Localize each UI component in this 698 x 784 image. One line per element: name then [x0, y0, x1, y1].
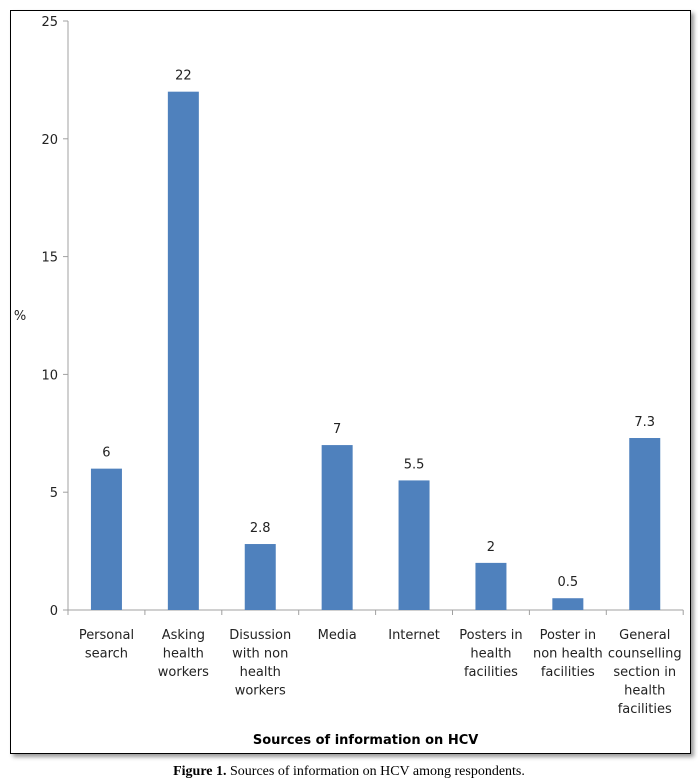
- x-tick-label: with non: [232, 647, 288, 662]
- data-label: 2.8: [250, 521, 271, 536]
- y-tick-label: 15: [41, 251, 58, 266]
- bar-chart: 0 5 10 15 20 25 6 Personal search 22 Asking health w…: [14, 15, 684, 748]
- x-tick-label: Disussion: [229, 628, 291, 643]
- x-tick-label: search: [85, 647, 128, 662]
- chart-frame: [10, 10, 691, 754]
- data-label: 2: [487, 540, 495, 555]
- x-tick-label: counselling: [608, 647, 682, 662]
- y-tick-label: 0: [50, 604, 58, 619]
- x-tick-label: health: [163, 647, 204, 662]
- data-label: 7.3: [634, 415, 655, 430]
- x-tick-label: non health: [533, 647, 603, 662]
- bar: [244, 544, 276, 610]
- x-tick-label: Asking: [162, 628, 205, 643]
- caption-label: Figure 1.: [173, 764, 227, 779]
- y-tick-label: 20: [41, 133, 58, 148]
- y-tick-label: 5: [50, 486, 58, 501]
- bar: [167, 91, 199, 611]
- x-tick-label: Posters in: [459, 628, 522, 643]
- bar: [398, 480, 430, 610]
- y-tick-label: 25: [41, 15, 58, 30]
- y-tick-label: 10: [41, 368, 58, 383]
- caption-text: Sources of information on HCV among resp…: [226, 764, 525, 779]
- figure-caption: Figure 1. Sources of information on HCV …: [0, 764, 698, 780]
- x-tick-label: Internet: [388, 628, 440, 643]
- x-tick-label: health: [624, 684, 665, 699]
- bar: [321, 445, 353, 610]
- x-tick-label: facilities: [618, 702, 672, 717]
- x-tick-label: workers: [158, 665, 209, 680]
- data-label: 6: [102, 446, 110, 461]
- x-tick-label: facilities: [464, 665, 518, 680]
- bar: [475, 562, 507, 610]
- x-tick-label: facilities: [541, 665, 595, 680]
- data-label: 7: [333, 422, 341, 437]
- data-label: 22: [175, 69, 192, 84]
- x-tick-label: Poster in: [540, 628, 597, 643]
- x-tick-label: General: [619, 628, 670, 643]
- y-axis-title: %: [14, 309, 26, 324]
- bar: [90, 468, 122, 610]
- data-label: 0.5: [558, 575, 579, 590]
- x-tick-label: workers: [235, 684, 286, 699]
- x-axis-title: Sources of information on HCV: [253, 733, 478, 748]
- x-tick-label: health: [240, 665, 281, 680]
- data-label: 5.5: [404, 457, 425, 472]
- x-tick-label: section in: [613, 665, 676, 680]
- x-tick-label: Personal: [79, 628, 134, 643]
- bar: [552, 598, 584, 610]
- x-tick-label: Media: [318, 628, 357, 643]
- bar: [629, 438, 661, 610]
- x-tick-label: health: [470, 647, 511, 662]
